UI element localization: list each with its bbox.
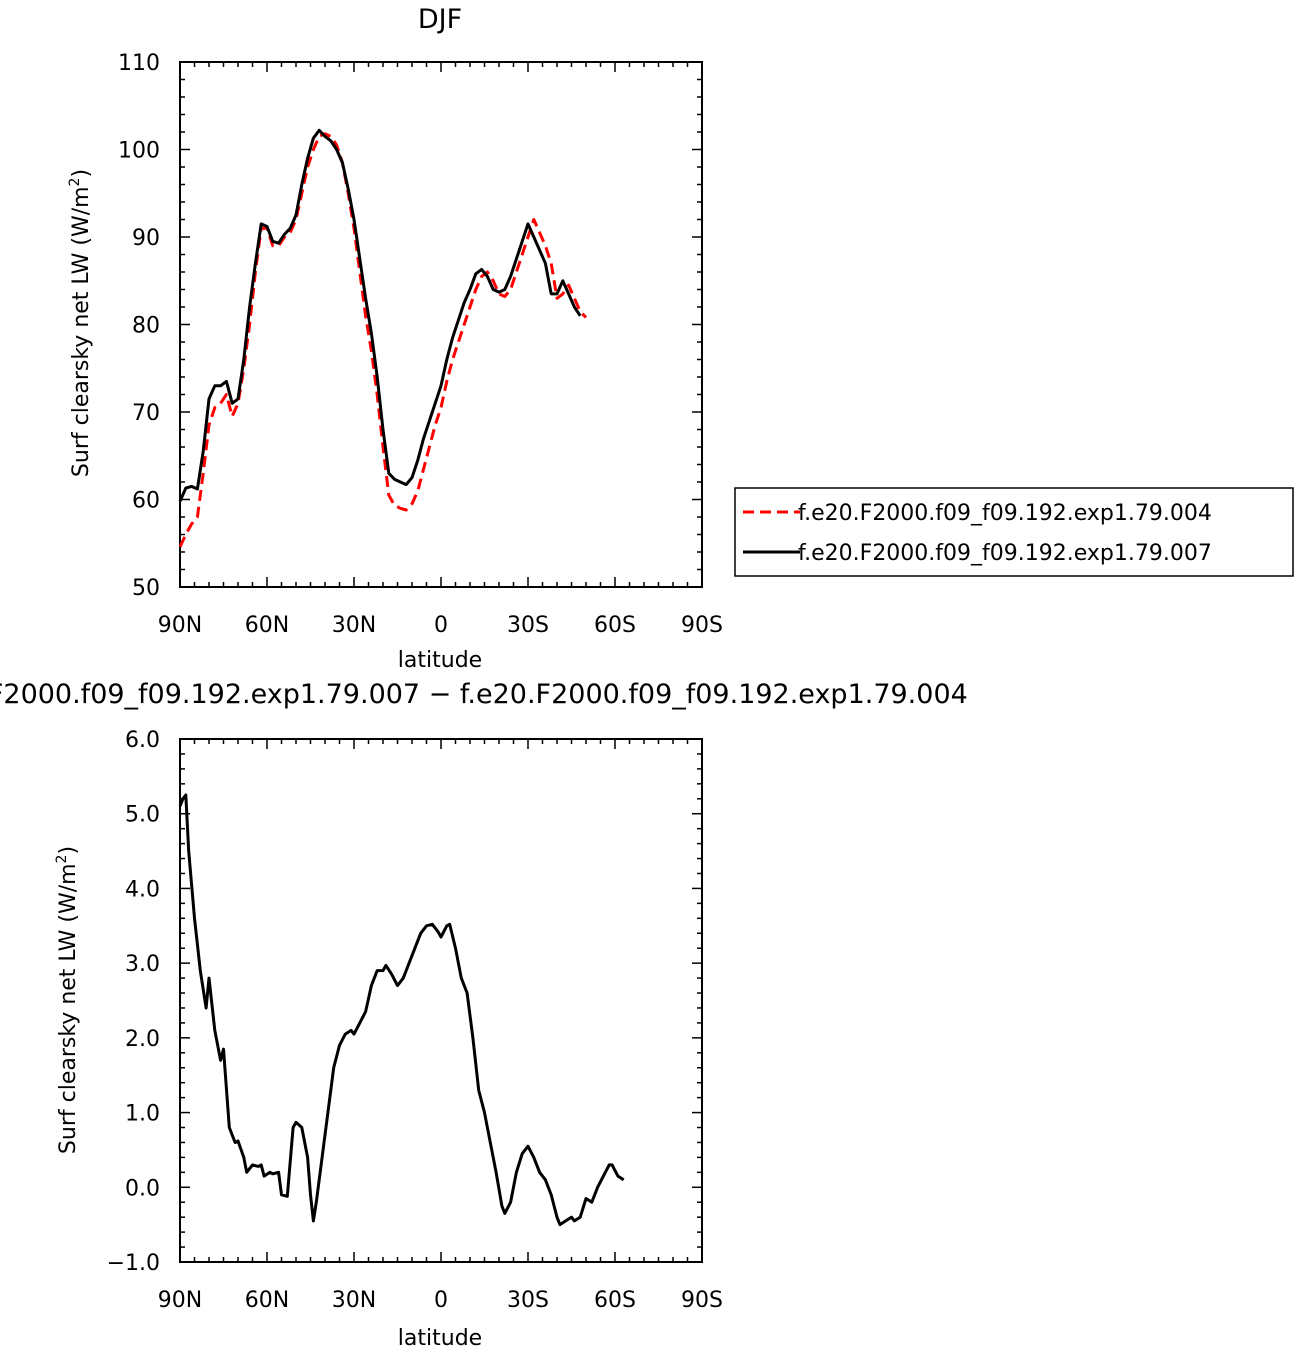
top-y-tick-label: 110 (118, 51, 160, 76)
top-plot-frame (179, 61, 703, 588)
bottom-y-axis-label: Surf clearsky net LW (W/m2) (54, 846, 81, 1154)
legend-label-exp004: f.e20.F2000.f09_f09.192.exp1.79.004 (798, 501, 1212, 526)
bottom-x-tick-label: 30N (332, 1288, 376, 1313)
top-panel: DJF latitude Surf clearsky net LW (W/m2)… (67, 4, 723, 673)
bottom-y-tick-label: −1.0 (107, 1251, 160, 1276)
top-chart-title: DJF (418, 4, 462, 35)
top-x-tick-label: 60S (594, 613, 636, 638)
top-y-axis-label: Surf clearsky net LW (W/m2) (67, 169, 94, 477)
bottom-y-tick-label: 2.0 (125, 1027, 160, 1052)
top-x-tick-label: 30S (507, 613, 549, 638)
top-y-tick-label: 70 (132, 401, 160, 426)
bottom-x-tick-label: 0 (434, 1288, 448, 1313)
bottom-y-tick-label: 1.0 (125, 1102, 160, 1127)
bottom-panel: f.e20.F2000.f09_f09.192.exp1.79.007 − f.… (0, 679, 968, 1351)
bottom-x-tick-label: 60S (594, 1288, 636, 1313)
top-y-tick-label: 80 (132, 314, 160, 339)
bottom-plot-frame (179, 738, 703, 1263)
top-x-tick-label: 60N (245, 613, 289, 638)
bottom-x-tick-label: 30S (507, 1288, 549, 1313)
bottom-y-tick-label: 6.0 (125, 728, 160, 753)
top-y-tick-label: 60 (132, 489, 160, 514)
top-x-tick-label: 90S (681, 613, 723, 638)
top-x-tick-label: 30N (332, 613, 376, 638)
legend-box (734, 487, 1294, 577)
bottom-y-tick-label: 0.0 (125, 1176, 160, 1201)
legend-label-exp007: f.e20.F2000.f09_f09.192.exp1.79.007 (798, 541, 1212, 566)
bottom-y-tick-label: 5.0 (125, 803, 160, 828)
bottom-x-tick-label: 90N (158, 1288, 202, 1313)
top-x-axis-label: latitude (398, 648, 482, 673)
top-x-tick-label: 0 (434, 613, 448, 638)
bottom-chart-title: f.e20.F2000.f09_f09.192.exp1.79.007 − f.… (0, 679, 968, 710)
legend: f.e20.F2000.f09_f09.192.exp1.79.004 f.e2… (734, 487, 1294, 577)
bottom-series-line-0 (178, 793, 625, 1227)
top-series-line-0 (178, 132, 588, 548)
bottom-y-tick-label: 3.0 (125, 952, 160, 977)
top-y-tick-label: 100 (118, 139, 160, 164)
bottom-x-axis-label: latitude (398, 1326, 482, 1351)
top-x-tick-label: 90N (158, 613, 202, 638)
bottom-y-tick-label: 4.0 (125, 877, 160, 902)
top-y-tick-label: 90 (132, 226, 160, 251)
bottom-x-tick-label: 90S (681, 1288, 723, 1313)
top-y-tick-label: 50 (132, 576, 160, 601)
top-series-line-1 (178, 128, 582, 502)
bottom-x-tick-label: 60N (245, 1288, 289, 1313)
